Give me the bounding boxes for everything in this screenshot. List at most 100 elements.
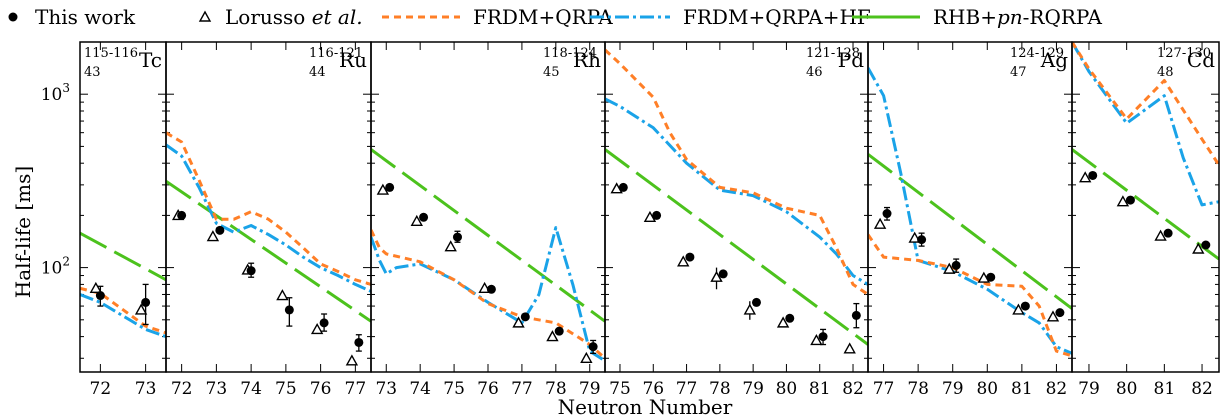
this-work-point	[1020, 301, 1030, 311]
lorusso-point	[776, 316, 790, 328]
panel-ag: 77 78 79 80 81 82 124-129 47 Ag	[867, 41, 1073, 399]
lorusso-point	[376, 183, 390, 195]
this-work-point	[951, 260, 961, 270]
series-frdm-qrpa-hf	[80, 293, 166, 339]
this-work-point	[1201, 240, 1211, 250]
series-rhb-pn-rqrpa	[80, 231, 166, 282]
x-tick-label: 75	[609, 379, 631, 399]
y-axis-tick-labels: 102 103	[41, 81, 70, 278]
x-tick-label: 74	[409, 379, 431, 399]
panel-element-label: Rh	[573, 48, 601, 72]
series-rhb-pn-rqrpa	[1072, 148, 1219, 261]
x-tick-label: 82	[1191, 379, 1213, 399]
x-tick-label: 78	[709, 379, 731, 399]
panel-z-label: 43	[84, 65, 101, 80]
series-frdm-qrpa	[371, 229, 605, 360]
panel-element-label: Pd	[838, 48, 864, 72]
x-tick-label: 81	[809, 379, 831, 399]
x-tick-label: 81	[1011, 379, 1033, 399]
panel-mass-label: 124-129	[1010, 46, 1064, 61]
legend-marker-this-work	[8, 12, 18, 22]
model-curves	[1072, 42, 1219, 261]
this-work-point	[95, 291, 105, 301]
lorusso-point	[512, 316, 525, 328]
this-work-point	[652, 210, 662, 220]
x-tick-label: 78	[907, 379, 929, 399]
this-work-point	[685, 252, 695, 262]
lorusso-point	[1079, 171, 1092, 183]
x-tick-label: 72	[90, 379, 112, 399]
lorusso-point	[410, 214, 423, 226]
this-work-point	[1125, 195, 1135, 205]
lorusso-point	[444, 240, 457, 252]
lorusso-point	[345, 354, 359, 366]
x-tick-label: 79	[1078, 379, 1100, 399]
legend-label-frdm-qrpa-hf: FRDM+QRPA+HF	[683, 5, 871, 29]
panel-mass-label: 118-124	[543, 46, 597, 61]
x-tick-label: 76	[310, 379, 332, 399]
x-tick-label: 80	[776, 379, 798, 399]
this-work-point	[354, 337, 364, 347]
this-work-point	[851, 310, 861, 320]
series-frdm-qrpa	[80, 286, 166, 335]
x-tick-label: 79	[942, 379, 964, 399]
x-tick-label: 72	[171, 379, 193, 399]
this-work-point	[917, 235, 927, 245]
x-tick-label: 76	[477, 379, 499, 399]
y-axis-label: Half-life [ms]	[11, 166, 35, 298]
this-work-point	[177, 210, 187, 220]
legend-label-rhb-pn-rqrpa: RHB+pn-RQRPA	[933, 5, 1103, 29]
panel-frame	[165, 41, 372, 373]
this-work-point	[718, 269, 728, 279]
this-work-point	[588, 342, 598, 352]
panel-frame	[867, 41, 1073, 373]
this-work-point	[520, 312, 530, 322]
lorusso-point	[134, 303, 148, 315]
x-tick-label: 79	[742, 379, 764, 399]
series-frdm-qrpa-hf	[371, 226, 605, 363]
series-frdm-qrpa-hf	[166, 143, 371, 293]
model-curves	[605, 48, 868, 346]
series-frdm-qrpa	[605, 48, 868, 296]
panel-element-label: Ag	[1040, 48, 1068, 72]
this-work-point	[1163, 228, 1173, 238]
panel-z-label: 45	[543, 65, 560, 80]
lorusso-point	[1012, 303, 1025, 315]
series-frdm-qrpa	[868, 233, 1072, 358]
this-work-point	[215, 225, 225, 235]
panel-z-label: 44	[309, 65, 326, 80]
panel-element-label: Tc	[139, 48, 162, 72]
series-frdm-qrpa	[166, 131, 371, 286]
panel-frame	[79, 41, 167, 373]
lorusso-point	[1154, 229, 1167, 241]
this-work-point	[419, 212, 429, 222]
panel-z-label: 46	[806, 65, 823, 80]
x-tick-label: 81	[1154, 379, 1176, 399]
series-frdm-qrpa-hf	[605, 97, 868, 286]
this-work-point	[785, 313, 795, 323]
lorusso-point	[1116, 195, 1130, 207]
series-rhb-pn-rqrpa	[166, 179, 371, 323]
this-work-point	[1055, 308, 1065, 318]
panel-tc: 72 73 115-116 43 Tc	[79, 41, 167, 399]
series-frdm-qrpa-hf	[1072, 42, 1219, 207]
this-work-point	[882, 209, 892, 219]
panel-rh: 73 74 75 76 77 78 79 118-124 45 Rh	[370, 41, 606, 399]
series-rhb-pn-rqrpa	[605, 148, 868, 346]
panel-frame	[604, 41, 869, 373]
panel-frame	[1071, 41, 1220, 373]
y-tick-label: 103	[41, 81, 70, 105]
lorusso-point	[1046, 310, 1060, 322]
model-curves	[868, 67, 1072, 358]
x-tick-label: 73	[206, 379, 228, 399]
lorusso-point	[546, 330, 559, 342]
this-work-point	[818, 332, 828, 342]
lorusso-point	[580, 351, 593, 363]
panel-ru: 72 73 74 75 76 77 116-121 44 Ru	[165, 41, 372, 399]
lorusso-point	[743, 303, 757, 315]
this-work-point	[486, 284, 496, 294]
panel-pd: 75 76 77 78 79 80 81 82 121-128 46 Pd	[604, 41, 869, 399]
model-curves	[371, 148, 605, 363]
